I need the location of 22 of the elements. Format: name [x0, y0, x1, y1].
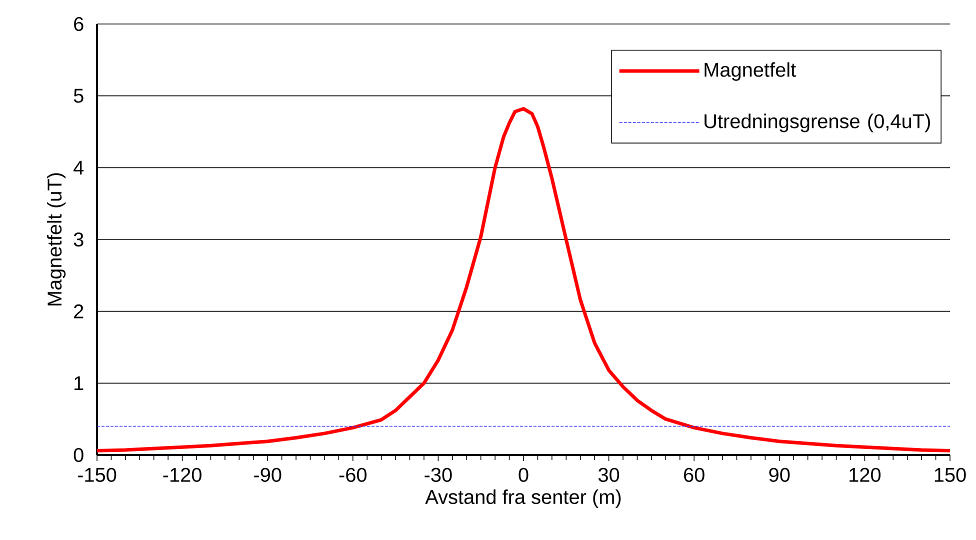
legend-label: Magnetfelt: [704, 62, 796, 81]
x-axis-title: Avstand fra senter (m): [425, 489, 621, 508]
x-tick-label: 0: [518, 468, 528, 482]
x-tick-label: -30: [424, 468, 452, 482]
x-tick-label: 60: [684, 468, 704, 482]
x-tick-label: -60: [339, 468, 367, 482]
x-tick-label: 30: [598, 468, 620, 482]
y-tick-label: 6: [74, 16, 84, 32]
x-tick-label: 90: [769, 468, 790, 482]
y-tick-label: 1: [74, 376, 84, 390]
y-tick-label: 3: [74, 232, 84, 247]
x-tick-label: -120: [163, 468, 202, 482]
x-tick-label: -150: [78, 468, 116, 482]
y-tick-label: 0: [74, 448, 84, 462]
legend-label: Utredningsgrense (0,4uT): [704, 114, 930, 132]
y-tick-label: 4: [74, 160, 84, 175]
x-tick-label: 150: [934, 468, 966, 482]
y-axis-title: Magnetfelt (uT): [47, 173, 66, 306]
y-tick-label: 2: [74, 304, 84, 318]
x-tick-label: -90: [254, 468, 282, 482]
x-tick-label: 120: [850, 468, 881, 482]
y-tick-label: 5: [74, 88, 84, 103]
